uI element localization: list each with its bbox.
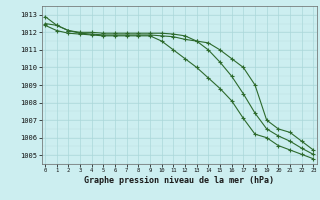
X-axis label: Graphe pression niveau de la mer (hPa): Graphe pression niveau de la mer (hPa) [84,176,274,185]
